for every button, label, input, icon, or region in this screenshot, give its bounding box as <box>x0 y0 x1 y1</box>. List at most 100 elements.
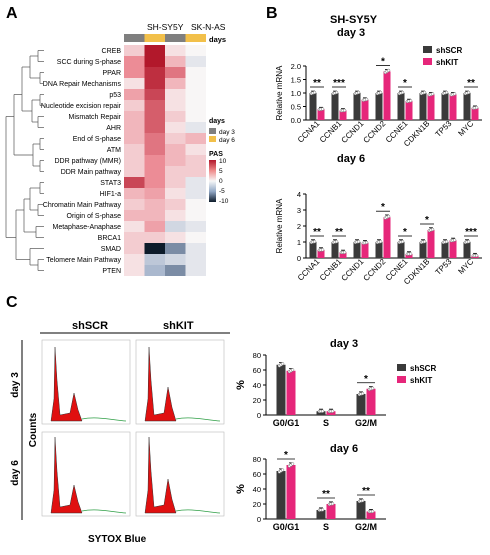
pas-legend-tick: -10 <box>219 198 229 205</box>
heatmap-cell <box>165 45 186 56</box>
flow-cytometry-panel: shSCR shKIT day 3 day 6 Counts SYTOX Blu… <box>10 320 230 545</box>
heatmap-cell <box>144 254 165 265</box>
flow-histogram-peaks <box>144 436 177 514</box>
x-tick-label: TP53 <box>434 119 454 139</box>
flow-histogram-tail <box>175 509 221 514</box>
x-tick-label: G0/G1 <box>273 418 300 428</box>
heatmap-row-label: PPAR <box>102 70 121 77</box>
significance-label: * <box>403 78 407 89</box>
y-tick-label: 0.5 <box>291 103 301 112</box>
significance-label: ** <box>313 227 321 238</box>
pas-legend-tick: 10 <box>219 158 227 165</box>
heatmap-cell <box>144 265 165 276</box>
data-point <box>280 468 285 472</box>
heatmap-cell <box>144 133 165 144</box>
pas-legend-title: PAS <box>209 151 223 158</box>
x-tick-label: G2/M <box>355 418 377 428</box>
data-point <box>364 97 369 101</box>
heatmap-cell <box>165 265 186 276</box>
data-point <box>408 99 413 103</box>
heatmap-row-label: BRCA1 <box>98 235 121 242</box>
heatmap-cell <box>165 89 186 100</box>
bar-shscr <box>309 93 317 120</box>
heatmap-day-bar <box>144 34 165 42</box>
y-tick-label: 0 <box>257 515 261 524</box>
heatmap-cell <box>185 100 206 111</box>
bar-shkit <box>366 388 376 415</box>
data-point <box>370 509 375 514</box>
heatmap-row-label: SCC during S-phase <box>57 59 121 66</box>
panel-label-a: A <box>6 5 18 22</box>
data-point <box>290 462 295 466</box>
heatmap-cell <box>165 111 186 122</box>
heatmap-cell <box>165 67 186 78</box>
heatmap-cell <box>144 188 165 199</box>
heatmap-row-label: AHR <box>106 125 121 132</box>
b-day3-title: day 3 <box>337 27 365 39</box>
y-tick-label: 1.0 <box>291 89 301 98</box>
legend-c-swatch-shkit <box>397 376 406 383</box>
y-tick-label: 0 <box>257 411 261 420</box>
data-point <box>408 252 413 256</box>
bar-shkit <box>317 109 325 120</box>
heatmap-cell <box>165 254 186 265</box>
legend-b-shkit: shKIT <box>436 58 458 67</box>
heatmap-cell <box>144 177 165 188</box>
significance-label: ** <box>335 227 343 238</box>
flow-row-label-day6: day 6 <box>10 460 21 486</box>
heatmap-cell <box>124 210 145 221</box>
data-point <box>312 90 317 95</box>
data-point <box>386 214 391 219</box>
heatmap-cell <box>144 166 165 177</box>
heatmap-cell <box>144 89 165 100</box>
bar-shkit <box>366 511 376 519</box>
data-point <box>320 409 325 413</box>
heatmap-panel: SH-SY5Y SK-N-AS days CREB SCC during S-ph… <box>5 22 235 276</box>
heatmap-cell <box>144 122 165 133</box>
heatmap-cell <box>185 111 206 122</box>
bar-shscr <box>375 242 383 258</box>
y-tick-label: 20 <box>253 500 261 509</box>
significance-label: ** <box>467 78 475 89</box>
data-point <box>378 90 383 95</box>
heatmap-cell <box>124 232 145 243</box>
heatmap-row-label: STAT3 <box>100 180 121 187</box>
legend-b: shSCR shKIT <box>423 46 462 67</box>
x-tick-label: CCNB1 <box>318 119 344 145</box>
heatmap-cell <box>165 100 186 111</box>
heatmap-row-label: DDR pathway (MMR) <box>54 158 121 165</box>
heatmap-cell <box>124 155 145 166</box>
flow-col-label-shscr: shSCR <box>72 320 108 332</box>
data-point <box>466 240 471 244</box>
legend-b-swatch-shkit <box>423 58 432 65</box>
bar-shscr <box>316 411 326 415</box>
data-point <box>378 240 383 244</box>
y-tick-label: 4 <box>297 190 301 199</box>
flow-x-label: SYTOX Blue <box>88 534 147 545</box>
x-tick-label: CCND1 <box>340 119 366 145</box>
heatmap-cell <box>144 67 165 78</box>
heatmap-cell <box>185 155 206 166</box>
heatmap-day-bar <box>124 34 145 42</box>
bar-shkit <box>405 101 413 120</box>
heatmap-cell <box>185 210 206 221</box>
heatmap-cell <box>185 56 206 67</box>
heatmap-cell <box>165 144 186 155</box>
data-point <box>430 227 435 232</box>
y-tick-label: 0 <box>297 254 301 263</box>
heatmap-cell <box>124 89 145 100</box>
bar-shscr <box>309 242 317 258</box>
data-point <box>342 108 347 113</box>
flow-histogram-tail <box>81 509 127 514</box>
flow-histogram-tail <box>175 417 221 422</box>
heatmap-cell <box>165 122 186 133</box>
heatmap-cell <box>185 254 206 265</box>
data-point <box>400 90 405 95</box>
heatmap-cell <box>165 210 186 221</box>
heatmap-row-label: Origin of S-phase <box>67 213 122 220</box>
heatmap-cell <box>124 78 145 89</box>
heatmap-cell <box>124 67 145 78</box>
y-axis-label: Relative mRNA <box>275 198 284 253</box>
